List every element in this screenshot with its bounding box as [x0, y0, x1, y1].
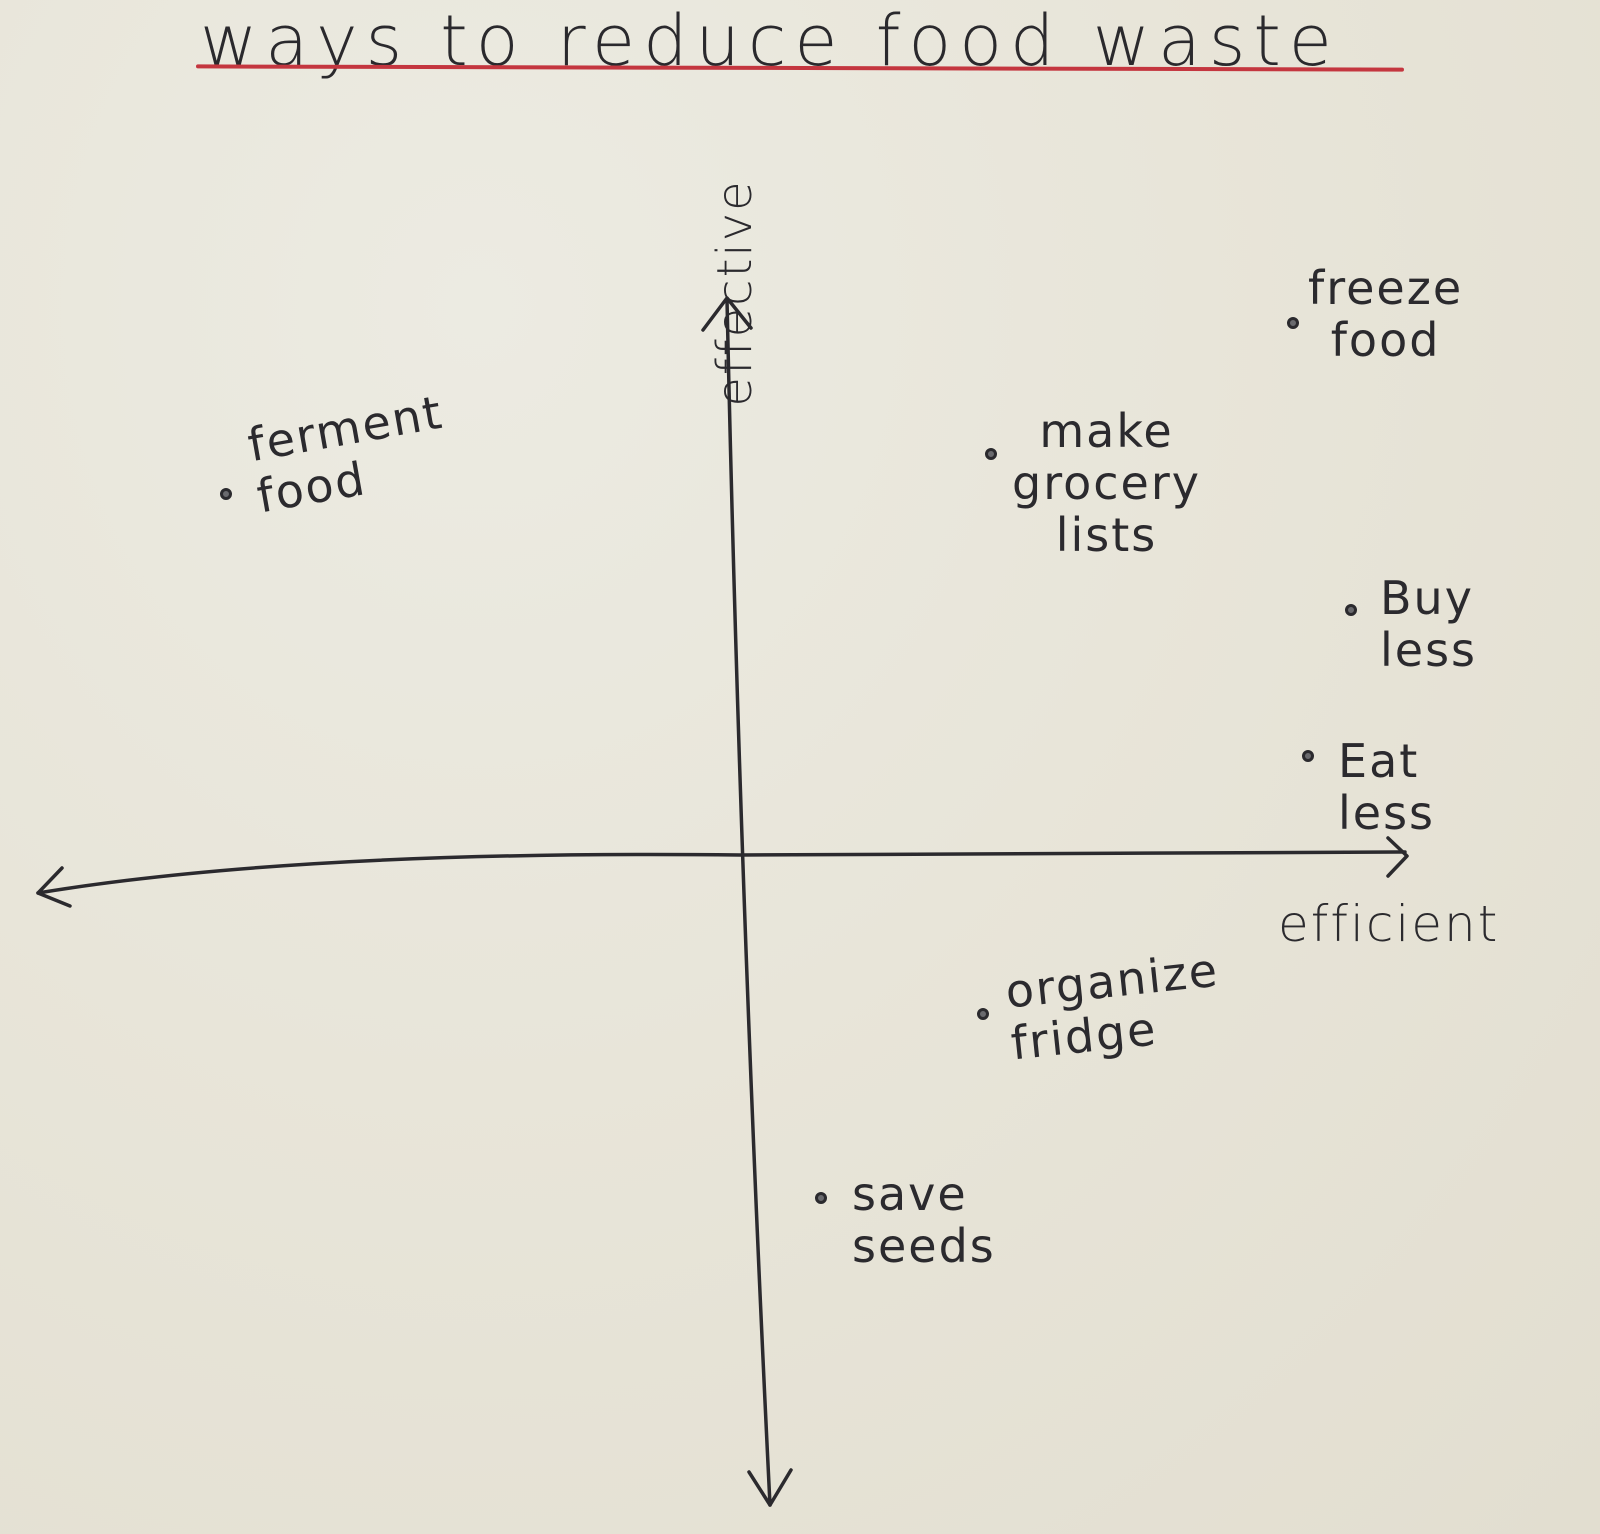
item-label-freeze-food: freeze food: [1308, 261, 1464, 367]
item-dot-organize-fridge: [977, 1008, 989, 1020]
item-label-save-seeds: save seeds: [852, 1167, 996, 1273]
item-dot-freeze-food: [1287, 317, 1299, 329]
y-axis-arrow-down: [747, 1468, 793, 1507]
item-label-organize-fridge: organize fridge: [1002, 942, 1222, 1071]
item-dot-ferment-food: [220, 488, 232, 500]
x-axis-label: efficient: [1278, 895, 1500, 953]
y-axis-arrow-up: [701, 296, 753, 332]
y-axis-label: effective: [707, 179, 763, 407]
item-dot-make-grocery-lists: [985, 448, 997, 460]
item-dot-buy-less: [1345, 604, 1357, 616]
item-dot-eat-less: [1302, 750, 1314, 762]
x-axis-line: [36, 850, 1407, 895]
y-axis-line: [725, 298, 772, 1507]
x-axis-arrow-right: [1386, 836, 1409, 878]
item-dot-save-seeds: [815, 1192, 827, 1204]
item-label-make-grocery-lists: make grocery lists: [1012, 404, 1201, 562]
item-label-eat-less: Eat less: [1338, 734, 1436, 840]
item-label-buy-less: Buy less: [1380, 571, 1478, 677]
x-axis-arrow-left: [36, 866, 72, 908]
